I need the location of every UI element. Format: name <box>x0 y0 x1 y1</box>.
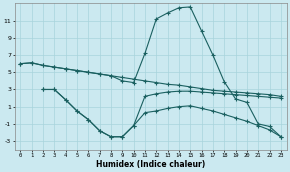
X-axis label: Humidex (Indice chaleur): Humidex (Indice chaleur) <box>96 159 205 169</box>
